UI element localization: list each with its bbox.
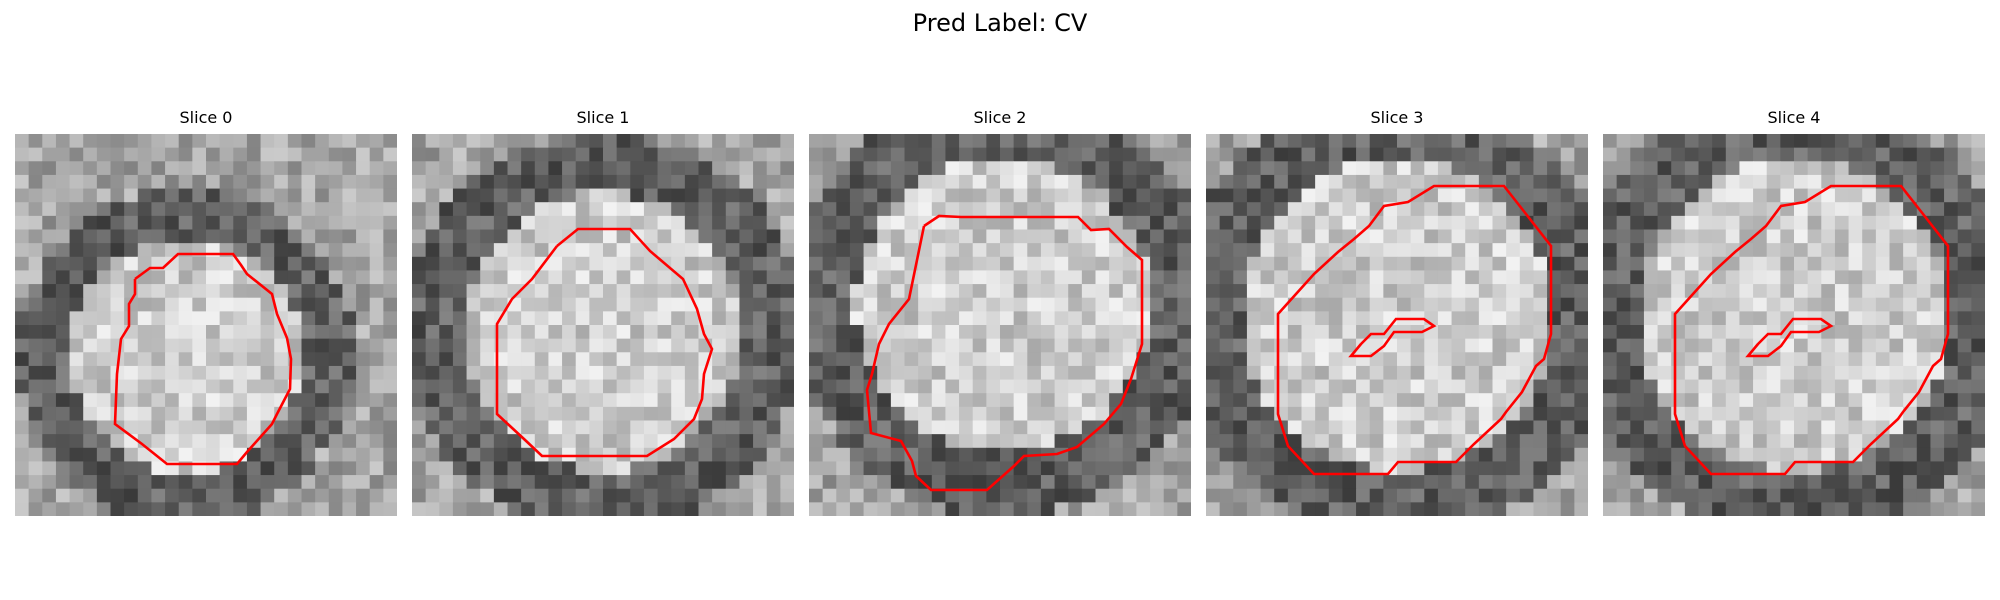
figure-title: Pred Label: CV [0, 6, 2000, 40]
slice-panel-4: Slice 4 [1603, 108, 1985, 518]
slice-title: Slice 2 [809, 108, 1191, 128]
slice-panel-2: Slice 2 [809, 108, 1191, 518]
slice-title: Slice 0 [15, 108, 397, 128]
pixel-grid [1206, 134, 1588, 516]
slice-title: Slice 1 [412, 108, 794, 128]
pixel-grid [412, 134, 794, 516]
pixel-grid [809, 134, 1191, 516]
slice-image [15, 134, 397, 516]
slice-panel-1: Slice 1 [412, 108, 794, 518]
slice-title: Slice 3 [1206, 108, 1588, 128]
slice-image [809, 134, 1191, 516]
slice-panel-0: Slice 0 [15, 108, 397, 518]
pixel-grid [15, 134, 397, 516]
slice-image [1206, 134, 1588, 516]
pixel-grid [1603, 134, 1985, 516]
slice-panel-3: Slice 3 [1206, 108, 1588, 518]
slice-image [1603, 134, 1985, 516]
slice-image [412, 134, 794, 516]
slice-title: Slice 4 [1603, 108, 1985, 128]
